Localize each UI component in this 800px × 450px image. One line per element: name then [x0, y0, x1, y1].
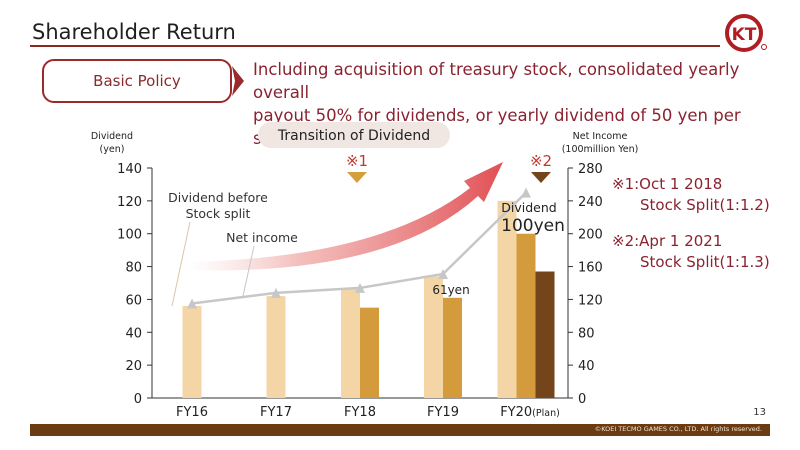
- bar-dividend-before-split-fy20: [497, 200, 517, 398]
- left-axis-tick-label: 140: [117, 162, 142, 177]
- right-axis-tick-label: 0: [578, 392, 586, 407]
- annotation-leader-dividend: [171, 221, 191, 307]
- net-income-point-fy20: [521, 187, 531, 198]
- net-income-point-fy17: [271, 287, 281, 298]
- bar-dividend-before-split-fy19: [424, 276, 443, 398]
- annotation-fy19-dividend: 61yen: [432, 283, 469, 297]
- footer-bar: [30, 424, 770, 436]
- logo-text: KT: [732, 25, 757, 45]
- left-axis-tick-label: 40: [125, 326, 142, 341]
- right-axis-tick-label: 80: [578, 326, 595, 341]
- x-axis-label-fy16: FY16: [176, 405, 208, 420]
- basic-policy-label: Basic Policy: [93, 72, 181, 90]
- chart-title: Transition of Dividend: [277, 128, 430, 144]
- left-axis-tick-label: 60: [125, 293, 142, 308]
- net-income-point-fy18: [355, 282, 365, 293]
- right-axis-tick-label: 40: [578, 359, 595, 374]
- right-axis-tick-label: 120: [578, 293, 603, 308]
- right-axis-tick-label: 280: [578, 162, 603, 177]
- annotation-dividend-before-split-line-2: Stock split: [186, 206, 251, 221]
- policy-text-line-1: Including acquisition of treasury stock,…: [253, 60, 740, 102]
- annotation-fy20-dividend-line-1: Dividend: [501, 200, 556, 215]
- right-axis-tick-label: 200: [578, 228, 603, 243]
- note1-line-1: ※1:Oct 1 2018: [612, 175, 723, 193]
- x-axis-label-fy20: FY20(Plan): [500, 405, 560, 420]
- bar-dividend-fy19: [443, 297, 462, 398]
- x-axis-label-fy19: FY19: [427, 405, 459, 420]
- basic-policy-box: Basic Policy: [42, 59, 232, 103]
- bar-dividend-before-split-fy17: [266, 296, 286, 398]
- net-income-point-fy19: [438, 268, 448, 279]
- growth-arrow: [188, 162, 503, 271]
- left-axis-tick-label: 80: [125, 261, 142, 276]
- left-axis-tick-label: 20: [125, 359, 142, 374]
- title-underline: [30, 45, 720, 47]
- note1-line-2: Stock Split(1:1.2): [640, 196, 770, 214]
- left-axis-title-line-2: (yen): [100, 144, 125, 155]
- note2-line-1: ※2:Apr 1 2021: [612, 232, 723, 250]
- note2-line-2: Stock Split(1:1.3): [640, 253, 770, 271]
- x-axis-label-fy18: FY18: [344, 405, 376, 420]
- annotation-dividend-before-split-line-1: Dividend before: [168, 190, 268, 205]
- marker-note2: ※2: [530, 152, 552, 170]
- left-axis-tick-label: 100: [117, 228, 142, 243]
- marker-note2-triangle: [531, 172, 551, 183]
- left-axis-title-line-1: Dividend: [91, 131, 133, 142]
- right-axis-tick-label: 240: [578, 195, 603, 210]
- bar-dividend-fy20: [516, 233, 536, 398]
- bar-dividend-adjusted-fy20: [535, 271, 555, 398]
- right-axis-title-line-2: (100million Yen): [562, 144, 639, 155]
- marker-note1-triangle: [347, 172, 367, 183]
- page-title: Shareholder Return: [32, 20, 236, 44]
- right-axis-tick-label: 160: [578, 261, 603, 276]
- policy-arrow-icon: [232, 66, 244, 96]
- annotation-fy20-dividend-line-2: 100yen: [501, 216, 565, 236]
- page-number: 13: [753, 407, 766, 418]
- left-axis-tick-label: 120: [117, 195, 142, 210]
- marker-note1: ※1: [346, 152, 368, 170]
- bar-dividend-before-split-fy16: [182, 306, 202, 398]
- x-axis-label-plan-suffix: (Plan): [532, 408, 560, 419]
- net-income-point-fy16: [187, 298, 197, 309]
- annotation-net-income: Net income: [226, 230, 298, 245]
- right-axis-title-line-1: Net Income: [573, 131, 628, 142]
- x-axis-label-fy17: FY17: [260, 405, 292, 420]
- left-axis-tick-label: 0: [134, 392, 142, 407]
- chart-title-pill: [258, 122, 450, 148]
- company-logo-icon: KT: [725, 14, 767, 52]
- bar-dividend-fy18: [360, 307, 379, 398]
- copyright-text: ©KOEI TECMO GAMES CO., LTD. All rights r…: [594, 425, 762, 433]
- annotation-leader-net-income: [242, 245, 255, 297]
- bar-dividend-before-split-fy18: [341, 287, 360, 398]
